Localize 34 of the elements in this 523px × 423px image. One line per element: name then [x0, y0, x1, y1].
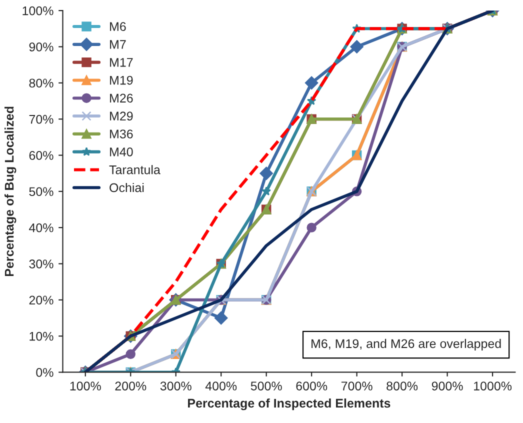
legend-label: M29: [110, 112, 133, 121]
x-tick-label: 600%: [296, 382, 328, 390]
y-tick-label: 80%: [29, 78, 54, 88]
y-axis-title: Percentage of Bug Localized: [4, 106, 16, 276]
x-tick-label: 900%: [432, 382, 463, 390]
legend-label: M19: [110, 76, 133, 85]
x-tick-label: 200%: [115, 382, 146, 390]
x-axis-title: Percentage of Inspected Elements: [188, 398, 390, 410]
x-tick-label: 300%: [160, 382, 192, 390]
y-tick-label: 100%: [22, 6, 54, 16]
legend-label: M36: [110, 130, 133, 138]
y-tick-label: 50%: [29, 187, 54, 196]
y-tick-label: 60%: [29, 151, 54, 160]
legend-label: M40: [110, 147, 133, 156]
y-tick-label: 0%: [36, 368, 54, 377]
x-tick-label: 100%: [70, 382, 101, 390]
x-tick-label: 700%: [341, 382, 372, 390]
y-tick-label: 90%: [29, 42, 54, 52]
x-tick-label: 1000%: [474, 382, 512, 390]
y-tick-label: 70%: [29, 114, 54, 124]
y-tick-label: 40%: [29, 223, 54, 232]
legend-label: Tarantula: [109, 165, 160, 174]
legend-label: M26: [110, 94, 133, 103]
legend-label: M7: [110, 40, 126, 49]
annotation: M6, M19, and M26 are overlapped: [312, 338, 501, 351]
y-tick-label: 20%: [29, 296, 54, 305]
x-tick-label: 500%: [250, 382, 282, 390]
x-tick-label: 400%: [205, 382, 237, 390]
legend-label: M17: [110, 58, 133, 67]
legend-label: M6: [110, 22, 126, 32]
y-tick-label: 10%: [30, 332, 54, 341]
x-tick-label: 800%: [386, 382, 418, 390]
y-tick-label: 30%: [29, 260, 54, 268]
legend-label: Ochiai: [110, 182, 144, 192]
